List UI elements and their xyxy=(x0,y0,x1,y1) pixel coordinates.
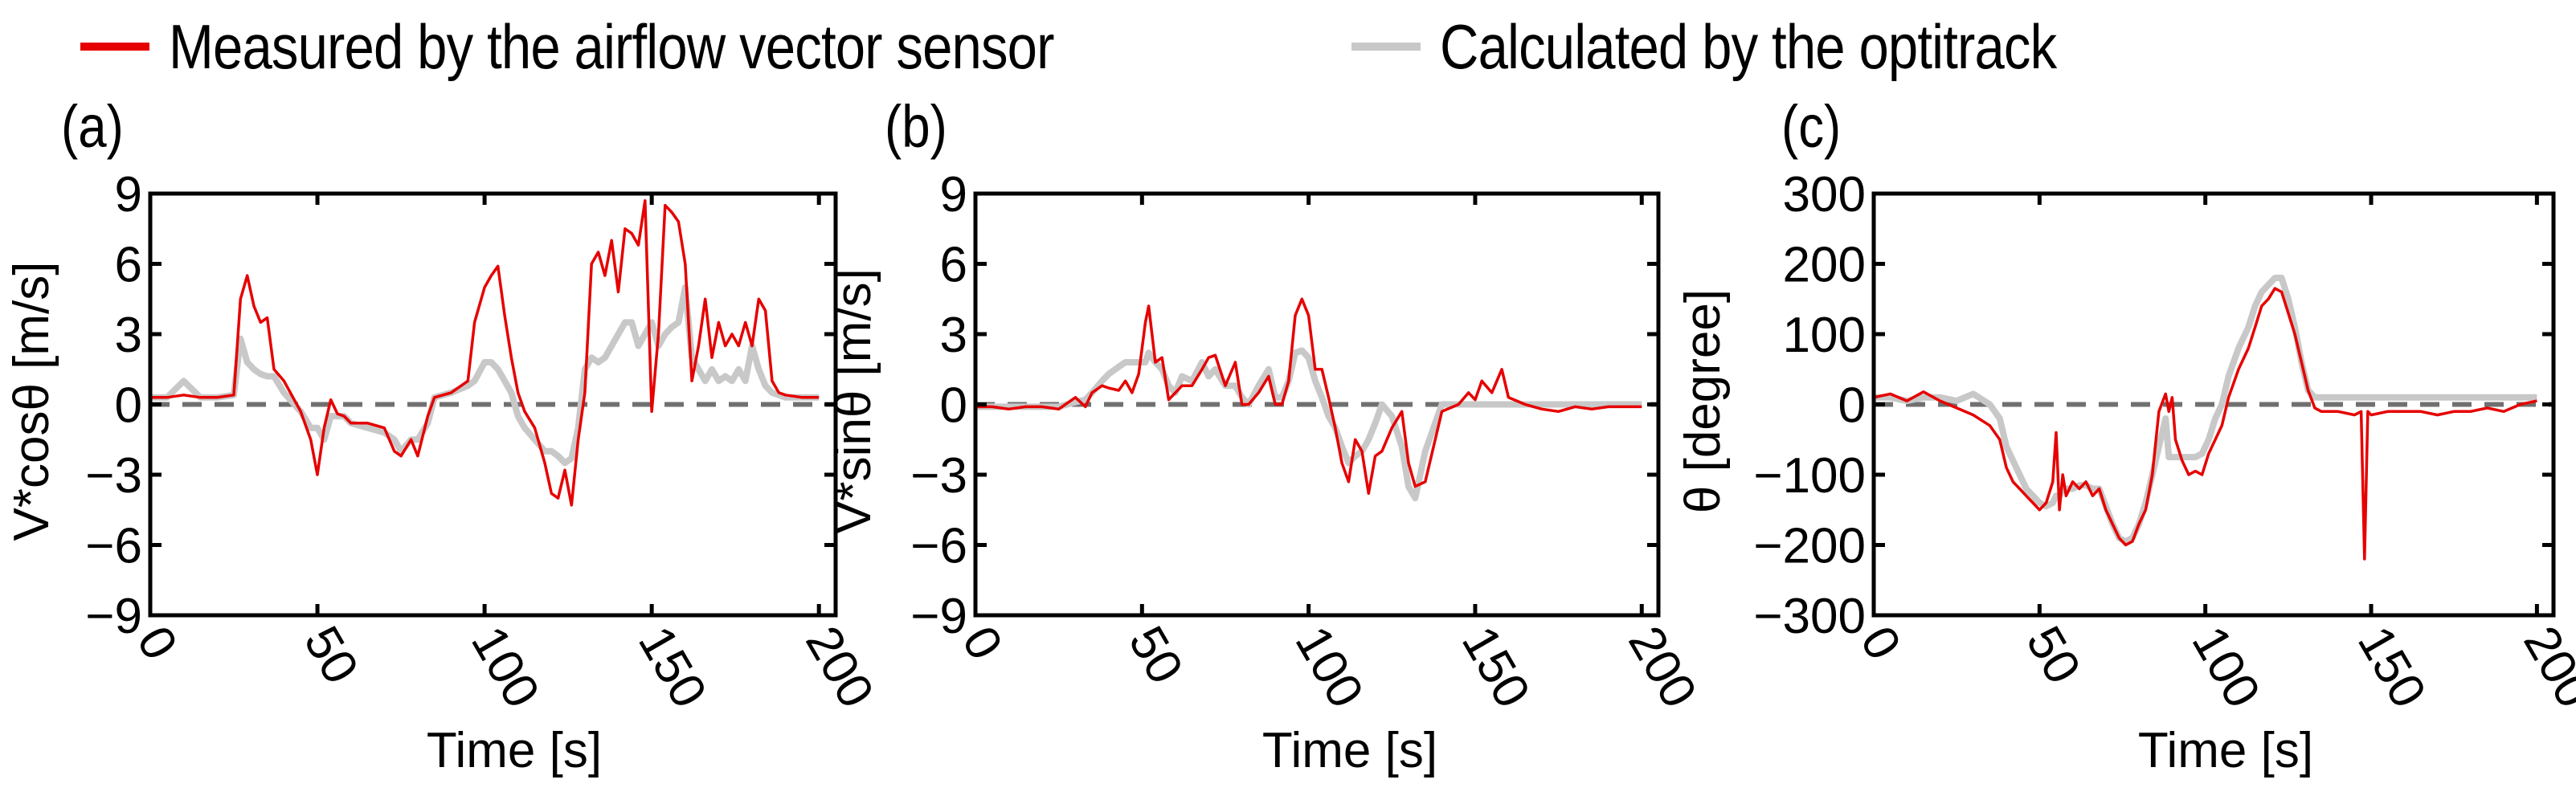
series-measured-line xyxy=(150,199,820,507)
x-tick-label: 200 xyxy=(795,618,884,717)
y-tick-label: −9 xyxy=(910,589,967,644)
y-tick-label: 3 xyxy=(115,308,142,363)
panel-label-b: (b) xyxy=(885,93,947,160)
y-tick-label: −3 xyxy=(85,448,142,504)
y-tick-label: 0 xyxy=(1838,378,1866,434)
y-tick-label: 100 xyxy=(1783,308,1866,363)
series-calculated-line xyxy=(150,284,820,467)
x-tick-label: 200 xyxy=(1617,618,1707,717)
series-calculated-line xyxy=(1874,275,2537,545)
x-tick-label: 150 xyxy=(628,618,717,717)
legend: Measured by the airflow vector sensor Ca… xyxy=(0,6,2576,87)
x-tick-label: 150 xyxy=(1451,618,1540,717)
legend-item-measured: Measured by the airflow vector sensor xyxy=(80,6,1198,87)
x-tick-label: 50 xyxy=(1118,618,1193,693)
x-axis-title: Time [s] xyxy=(2138,723,2313,778)
y-axis-title: V*sinθ [m/s] xyxy=(826,268,881,534)
y-tick-label: −3 xyxy=(910,448,967,504)
legend-swatch-red-line-icon xyxy=(80,43,149,51)
x-tick-label: 200 xyxy=(2513,618,2576,717)
y-axis-title: θ [degree] xyxy=(1675,289,1731,513)
y-tick-label: −300 xyxy=(1753,589,1866,644)
x-axis-title: Time [s] xyxy=(1262,723,1437,778)
x-tick-label: 100 xyxy=(1285,618,1374,717)
legend-item-calculated: Calculated by the optitrack xyxy=(1351,6,2157,87)
y-tick-label: −9 xyxy=(85,589,142,644)
y-tick-label: 0 xyxy=(940,378,967,434)
x-tick-label: 100 xyxy=(2181,618,2271,717)
y-tick-label: 9 xyxy=(940,167,967,222)
series-measured-line xyxy=(1873,287,2537,561)
y-axis-title: V*cosθ [m/s] xyxy=(4,262,59,541)
series-calculated-line xyxy=(975,347,1642,502)
y-tick-label: 0 xyxy=(115,378,142,434)
x-axis-title: Time [s] xyxy=(427,723,602,778)
panel-label-c: (c) xyxy=(1781,93,1842,160)
y-tick-label: 300 xyxy=(1783,167,1866,222)
x-tick-label: 150 xyxy=(2347,618,2436,717)
panel-label-a: (a) xyxy=(61,93,124,160)
y-tick-label: −6 xyxy=(85,519,142,574)
y-tick-label: 9 xyxy=(115,167,142,222)
y-tick-label: −6 xyxy=(910,519,967,574)
x-tick-label: 50 xyxy=(293,618,369,693)
y-tick-label: −200 xyxy=(1753,519,1866,574)
series-measured-line xyxy=(975,297,1642,496)
y-tick-label: 6 xyxy=(115,238,142,293)
legend-swatch-gray-line-icon xyxy=(1351,43,1421,51)
x-tick-label: 50 xyxy=(2015,618,2091,693)
y-tick-label: 6 xyxy=(940,238,967,293)
legend-label-measured: Measured by the airflow vector sensor xyxy=(169,11,1054,82)
legend-label-calculated: Calculated by the optitrack xyxy=(1440,11,2057,82)
y-tick-label: 200 xyxy=(1783,238,1866,293)
y-tick-label: −100 xyxy=(1753,448,1866,504)
y-tick-label: 3 xyxy=(940,308,967,363)
x-tick-label: 100 xyxy=(460,618,550,717)
